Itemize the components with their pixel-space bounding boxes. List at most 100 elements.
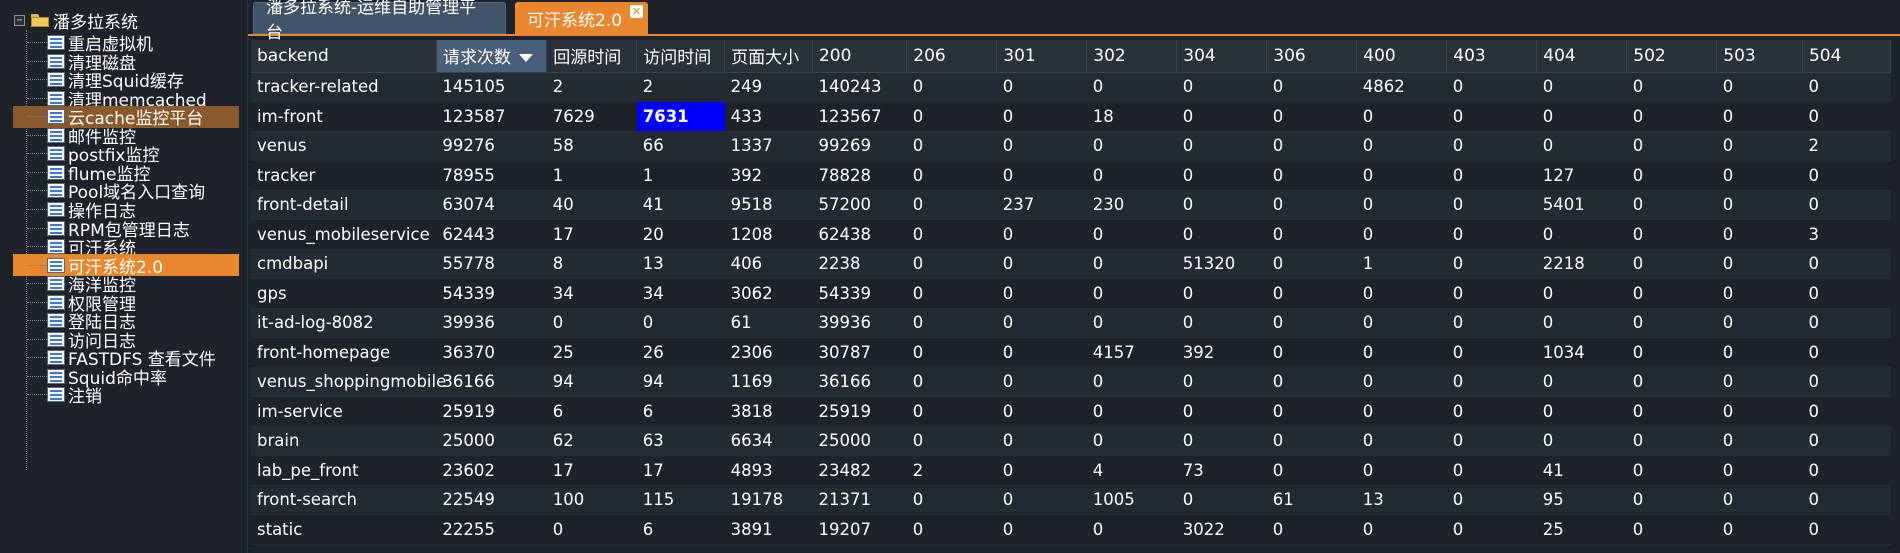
tree-item[interactable]: RPM包管理日志 <box>13 217 239 241</box>
table-cell[interactable]: 0 <box>1446 337 1537 368</box>
table-cell[interactable]: 0 <box>906 426 997 456</box>
table-cell[interactable]: 0 <box>906 219 997 250</box>
table-cell[interactable]: 0 <box>1176 72 1267 102</box>
tree-item[interactable]: 清理Squid缓存 <box>13 69 239 92</box>
table-cell[interactable]: 0 <box>546 308 637 338</box>
tree-item[interactable]: postfix监控 <box>13 143 239 166</box>
column-header[interactable]: 404 <box>1536 40 1628 73</box>
table-cell[interactable]: 0 <box>906 367 997 397</box>
table-cell[interactable]: 22255 <box>436 514 547 545</box>
table-cell[interactable]: 2 <box>906 455 997 486</box>
table-cell[interactable]: 0 <box>1266 367 1357 397</box>
table-cell[interactable]: 0 <box>1802 249 1891 279</box>
table-cell[interactable]: 0 <box>1356 367 1447 397</box>
tree-item[interactable]: Squid命中率 <box>13 365 239 389</box>
table-cell[interactable]: 0 <box>1266 160 1357 191</box>
table-cell[interactable]: 0 <box>1356 190 1447 220</box>
tree-root-node[interactable]: − 潘多拉系统 <box>14 9 138 33</box>
table-row[interactable]: gps 54339 34 34 3062 54339 0 0 0 0 0 0 0 0 0 0 0 <box>251 278 1891 309</box>
table-cell[interactable]: 0 <box>1626 278 1717 309</box>
table-cell[interactable]: 1005 <box>1086 485 1177 515</box>
table-cell[interactable]: 0 <box>1536 131 1627 161</box>
table-cell[interactable]: 0 <box>1716 485 1803 515</box>
table-cell[interactable]: 51320 <box>1176 249 1267 279</box>
table-cell[interactable]: 0 <box>1802 396 1891 427</box>
table-cell[interactable]: 0 <box>1266 337 1357 368</box>
table-cell[interactable]: 0 <box>1802 308 1891 338</box>
table-cell[interactable]: 36166 <box>436 367 547 397</box>
table-cell[interactable]: 4157 <box>1086 337 1177 368</box>
table-cell[interactable]: 0 <box>1266 249 1357 279</box>
table-cell[interactable]: 0 <box>996 249 1087 279</box>
table-cell[interactable]: 41 <box>636 190 725 220</box>
table-cell[interactable]: 2218 <box>1536 249 1627 279</box>
table-cell[interactable]: 0 <box>1176 160 1267 191</box>
column-header[interactable]: 请求次数 <box>436 40 548 73</box>
table-cell[interactable]: 2 <box>636 72 725 102</box>
table-cell[interactable]: 0 <box>1086 219 1177 250</box>
table-cell[interactable]: 4 <box>1086 455 1177 486</box>
tree-item[interactable]: 重启虚拟机 <box>13 32 239 55</box>
table-cell[interactable]: 0 <box>1176 485 1267 515</box>
tree-item[interactable]: 操作日志 <box>13 198 239 222</box>
tree-item[interactable]: 清理memcached <box>13 87 239 111</box>
table-cell[interactable]: 23602 <box>436 455 547 486</box>
table-cell[interactable]: 0 <box>1356 396 1447 427</box>
table-cell[interactable]: 0 <box>1716 455 1803 486</box>
table-cell[interactable]: 0 <box>1626 72 1717 102</box>
table-cell[interactable]: 0 <box>906 160 997 191</box>
table-cell[interactable]: 58 <box>546 131 637 161</box>
table-cell[interactable]: 0 <box>1446 426 1537 456</box>
table-cell[interactable]: 22549 <box>436 485 547 515</box>
table-cell[interactable]: 0 <box>1626 160 1717 191</box>
table-cell[interactable]: 0 <box>1176 278 1267 309</box>
table-cell[interactable]: 406 <box>724 249 813 279</box>
table-cell[interactable]: 0 <box>1716 160 1803 191</box>
column-header[interactable]: 503 <box>1716 40 1803 73</box>
table-cell[interactable]: 0 <box>1802 455 1891 486</box>
table-cell[interactable]: 0 <box>996 101 1087 132</box>
table-cell[interactable]: 66 <box>636 131 725 161</box>
table-cell[interactable]: 9518 <box>724 190 813 220</box>
table-cell[interactable]: front-homepage <box>251 337 437 368</box>
table-cell[interactable]: 0 <box>906 278 997 309</box>
table-cell[interactable]: 4893 <box>724 455 813 486</box>
table-cell[interactable]: 0 <box>1802 72 1891 102</box>
table-cell[interactable]: 62 <box>546 426 637 456</box>
table-cell[interactable]: brain <box>251 426 437 456</box>
table-cell[interactable]: 3891 <box>724 514 813 545</box>
tree-item[interactable]: 访问日志 <box>13 328 239 352</box>
table-cell[interactable]: 0 <box>1266 131 1357 161</box>
table-row[interactable]: tracker 78955 1 1 392 78828 0 0 0 0 0 0 0 127 0 0 0 <box>251 160 1891 191</box>
table-cell[interactable]: 73 <box>1176 455 1267 486</box>
table-row[interactable]: venus_shoppingmobile 36166 94 94 1169 36166 0 0… <box>251 367 1891 397</box>
table-cell[interactable]: 0 <box>1626 455 1717 486</box>
table-cell[interactable]: front-detail <box>251 190 437 220</box>
table-cell[interactable]: cmdbapi <box>251 249 437 279</box>
table-cell[interactable]: 0 <box>1802 367 1891 397</box>
table-cell[interactable]: 0 <box>1086 396 1177 427</box>
table-cell[interactable]: 0 <box>1176 396 1267 427</box>
table-cell[interactable]: 25 <box>546 337 637 368</box>
tab-kehan-2[interactable]: 可汗系统2.0 ✕ <box>515 2 648 34</box>
table-cell[interactable]: 0 <box>1446 160 1537 191</box>
table-cell[interactable]: 0 <box>1802 278 1891 309</box>
table-cell[interactable]: 8 <box>546 249 637 279</box>
column-header[interactable]: 306 <box>1266 40 1358 73</box>
table-cell[interactable]: 0 <box>1356 426 1447 456</box>
table-cell[interactable]: 6 <box>636 396 725 427</box>
table-cell[interactable]: 3022 <box>1176 514 1267 545</box>
table-cell[interactable]: 0 <box>1626 426 1717 456</box>
table-cell[interactable]: 0 <box>1626 131 1717 161</box>
table-cell[interactable]: 1 <box>546 160 637 191</box>
table-cell[interactable]: 17 <box>546 219 637 250</box>
table-cell[interactable]: 0 <box>1626 308 1717 338</box>
table-row[interactable]: im-service 25919 6 6 3818 25919 0 0 0 0 0 0 0 0 0 0 0 <box>251 396 1891 427</box>
table-cell[interactable]: 0 <box>1716 101 1803 132</box>
table-cell[interactable]: 0 <box>1266 190 1357 220</box>
column-header[interactable]: 502 <box>1626 40 1718 73</box>
table-cell[interactable]: 0 <box>906 308 997 338</box>
table-cell[interactable]: 0 <box>1446 485 1537 515</box>
table-cell[interactable]: 0 <box>636 308 725 338</box>
table-cell[interactable]: 40 <box>546 190 637 220</box>
